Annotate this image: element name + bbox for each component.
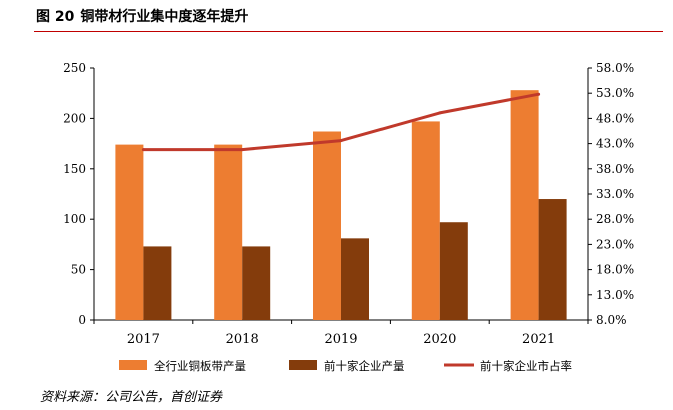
x-tick-label: 2020: [423, 332, 456, 347]
right-tick-label: 28.0%: [596, 212, 634, 226]
figure-number: 图 20: [36, 9, 75, 25]
bar-top10-output: [341, 238, 369, 320]
source-note: 资料来源：公司公告，首创证券: [40, 390, 223, 405]
x-tick-label: 2017: [127, 332, 160, 347]
market-share-point: [339, 139, 343, 143]
bar-top10-output: [439, 222, 468, 320]
legend-label-share: 前十家企业市占率: [480, 359, 572, 373]
left-tick-label: 100: [63, 212, 86, 226]
left-tick-label: 200: [63, 111, 86, 125]
bar-total-output: [313, 131, 341, 320]
bar-top10-output: [242, 246, 271, 320]
market-share-point: [141, 148, 145, 152]
right-tick-label: 38.0%: [596, 162, 634, 176]
bar-total-output: [214, 144, 243, 320]
right-tick-label: 48.0%: [596, 111, 634, 125]
left-tick-label: 0: [78, 313, 86, 327]
left-tick-label: 150: [63, 162, 86, 176]
x-tick-label: 2019: [324, 332, 357, 347]
x-tick-label: 2021: [522, 332, 555, 347]
right-tick-label: 23.0%: [596, 237, 634, 251]
right-tick-label: 13.0%: [596, 288, 634, 302]
right-tick-label: 18.0%: [596, 263, 634, 277]
left-tick-label: 50: [71, 263, 86, 277]
bar-top10-output: [538, 199, 567, 320]
left-tick-label: 250: [63, 61, 86, 75]
legend-label-total: 全行业铜板带产量: [154, 359, 246, 373]
right-tick-label: 8.0%: [596, 313, 627, 327]
market-share-point: [537, 92, 541, 96]
bar-top10-output: [143, 246, 172, 320]
title-rule: [34, 31, 663, 32]
legend-label-top10: 前十家企业产量: [324, 359, 405, 373]
market-share-point: [438, 111, 442, 115]
bar-total-output: [510, 90, 539, 321]
x-tick-label: 2018: [226, 332, 259, 347]
figure-title-text: 铜带材行业集中度逐年提升: [80, 9, 249, 25]
right-tick-label: 58.0%: [596, 61, 634, 75]
bar-total-output: [115, 144, 144, 320]
legend-swatch-top10: [289, 360, 317, 370]
market-share-point: [240, 148, 244, 152]
right-tick-label: 53.0%: [596, 86, 634, 100]
right-tick-label: 33.0%: [596, 187, 634, 201]
legend-swatch-total: [119, 360, 147, 370]
bar-total-output: [411, 121, 440, 320]
figure-title: 图 20 铜带材行业集中度逐年提升: [36, 6, 254, 26]
right-tick-label: 43.0%: [596, 137, 634, 151]
